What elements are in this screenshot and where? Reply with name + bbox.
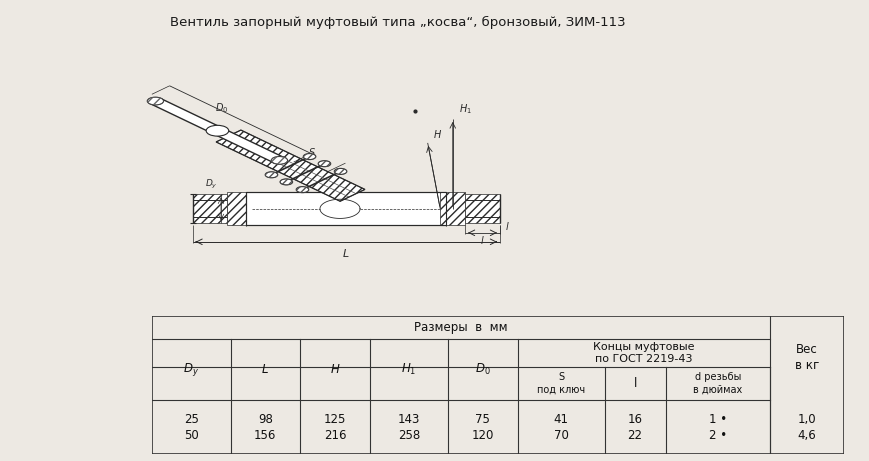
Text: 98
156: 98 156 bbox=[254, 413, 276, 442]
Circle shape bbox=[334, 168, 347, 174]
Text: $D_y$: $D_y$ bbox=[183, 361, 199, 378]
Text: l: l bbox=[506, 222, 508, 232]
Circle shape bbox=[271, 156, 288, 164]
Text: H: H bbox=[434, 130, 441, 140]
Text: S: S bbox=[308, 148, 315, 159]
Polygon shape bbox=[216, 130, 364, 201]
Polygon shape bbox=[246, 192, 446, 225]
Text: 25
50: 25 50 bbox=[183, 413, 199, 442]
Text: 16
22: 16 22 bbox=[627, 413, 642, 442]
Circle shape bbox=[280, 179, 292, 185]
Text: $H$: $H$ bbox=[329, 363, 340, 376]
Text: 1,0
4,6: 1,0 4,6 bbox=[797, 413, 815, 442]
Text: 75
120: 75 120 bbox=[471, 413, 494, 442]
Text: L: L bbox=[342, 249, 349, 259]
Circle shape bbox=[265, 172, 277, 178]
Text: d резьбы
в дюймах: d резьбы в дюймах bbox=[693, 372, 741, 395]
Text: Концы муфтовые
по ГОСТ 2219-43: Концы муфтовые по ГОСТ 2219-43 bbox=[593, 342, 693, 364]
Text: S
под ключ: S под ключ bbox=[536, 372, 585, 395]
Text: $L$: $L$ bbox=[261, 363, 269, 376]
Polygon shape bbox=[150, 99, 284, 163]
Polygon shape bbox=[465, 195, 499, 223]
Text: Размеры  в  мм: Размеры в мм bbox=[414, 321, 507, 334]
Circle shape bbox=[303, 154, 315, 160]
Text: $D_0$: $D_0$ bbox=[215, 101, 228, 115]
Text: 41
70: 41 70 bbox=[553, 413, 568, 442]
Polygon shape bbox=[193, 195, 227, 223]
Text: Вентиль запорный муфтовый типа „косва“, бронзовый, ЗИМ-113: Вентиль запорный муфтовый типа „косва“, … bbox=[169, 16, 625, 29]
Text: l: l bbox=[633, 377, 636, 390]
Text: 1 •
2 •: 1 • 2 • bbox=[708, 413, 726, 442]
Polygon shape bbox=[227, 192, 252, 225]
Text: 143
258: 143 258 bbox=[397, 413, 420, 442]
Text: $H_1$: $H_1$ bbox=[459, 102, 471, 116]
Text: 125
216: 125 216 bbox=[323, 413, 346, 442]
Text: $D_0$: $D_0$ bbox=[474, 362, 490, 377]
Circle shape bbox=[147, 97, 163, 105]
Text: l: l bbox=[481, 236, 483, 246]
Polygon shape bbox=[440, 192, 465, 225]
Text: Вес
в кг: Вес в кг bbox=[794, 343, 818, 372]
Circle shape bbox=[295, 187, 308, 193]
Text: $H_1$: $H_1$ bbox=[401, 362, 416, 377]
Circle shape bbox=[318, 161, 330, 167]
Circle shape bbox=[206, 125, 229, 136]
Text: $D_y$: $D_y$ bbox=[205, 178, 217, 191]
